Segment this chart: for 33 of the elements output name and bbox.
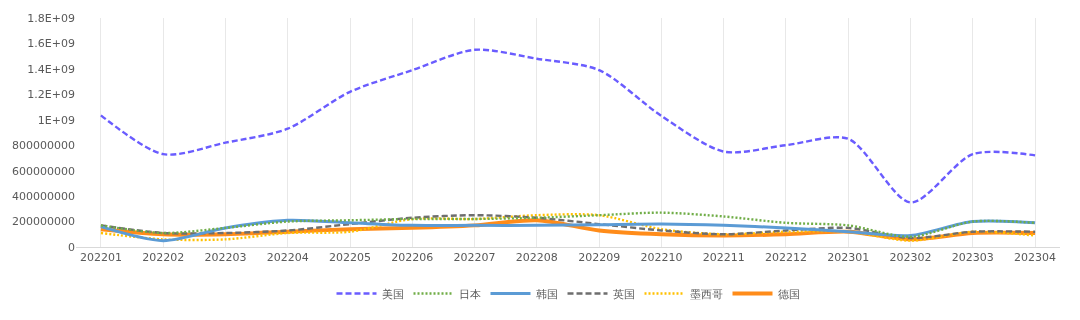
x-tick-label: 202210 bbox=[640, 251, 683, 265]
x-tick-label: 202303 bbox=[951, 251, 994, 265]
x-tick-label: 202304 bbox=[1014, 251, 1057, 265]
legend-label: 英国 bbox=[612, 287, 635, 301]
y-tick-label: 1.8E+09 bbox=[27, 11, 75, 25]
x-tick-label: 202302 bbox=[889, 251, 932, 265]
y-tick-label: 1.6E+09 bbox=[27, 37, 75, 51]
x-tick-label: 202301 bbox=[827, 251, 870, 265]
y-tick-label: 1.4E+09 bbox=[27, 62, 75, 76]
y-tick-label: 400000000 bbox=[12, 189, 75, 203]
line-series bbox=[99, 48, 1037, 204]
x-tick-label: 202212 bbox=[764, 251, 807, 265]
legend-label: 韩国 bbox=[535, 287, 558, 301]
y-tick-label: 0 bbox=[68, 240, 75, 254]
y-tick-label: 1E+09 bbox=[37, 113, 75, 127]
legend-label: 德国 bbox=[777, 287, 800, 301]
x-tick-label: 202205 bbox=[329, 251, 372, 265]
legend-label: 墨西哥 bbox=[689, 287, 723, 301]
legend-label: 日本 bbox=[458, 287, 481, 301]
x-tick-label: 202209 bbox=[578, 251, 621, 265]
y-tick-label: 1.2E+09 bbox=[27, 88, 75, 102]
y-tick-label: 800000000 bbox=[12, 139, 75, 153]
x-tick-label: 202206 bbox=[391, 251, 434, 265]
x-tick-label: 202207 bbox=[453, 251, 496, 265]
x-tick-label: 202208 bbox=[515, 251, 558, 265]
x-tick-label: 202202 bbox=[142, 251, 185, 265]
x-tick-label: 202201 bbox=[79, 251, 122, 265]
legend-label: 美国 bbox=[381, 287, 404, 301]
x-tick-label: 202204 bbox=[266, 251, 309, 265]
y-tick-label: 600000000 bbox=[12, 164, 75, 178]
x-tick-label: 202203 bbox=[204, 251, 247, 265]
x-tick-label: 202211 bbox=[702, 251, 745, 265]
y-tick-label: 200000000 bbox=[12, 215, 75, 229]
